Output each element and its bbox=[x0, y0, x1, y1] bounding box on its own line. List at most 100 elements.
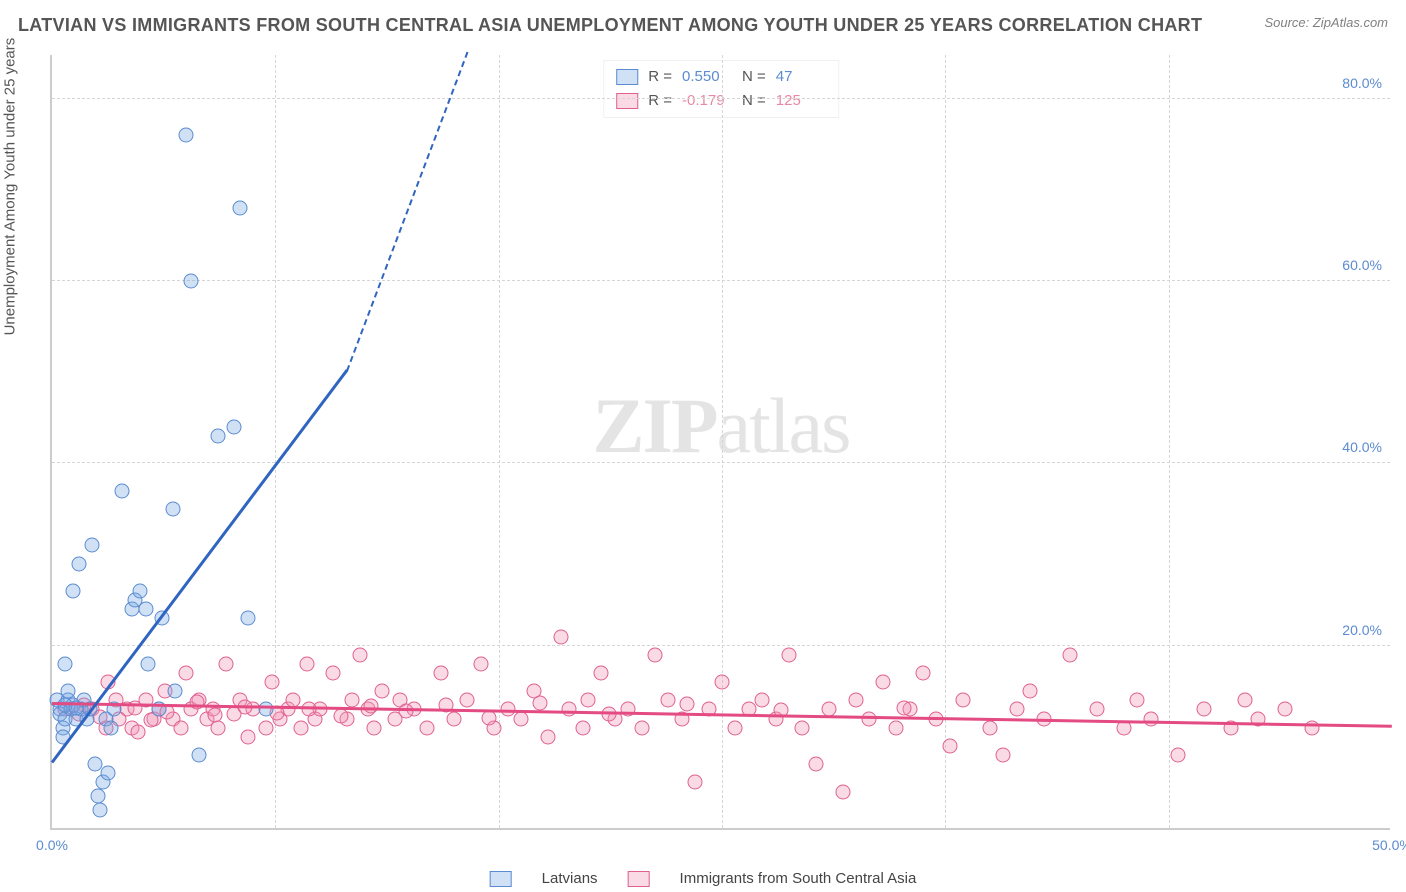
n-value-immigrants: 125 bbox=[776, 89, 826, 113]
point-immigrants bbox=[208, 707, 223, 722]
point-latvians bbox=[87, 757, 102, 772]
point-latvians bbox=[179, 128, 194, 143]
y-axis-label: Unemployment Among Youth under 25 years bbox=[2, 38, 19, 336]
point-immigrants bbox=[875, 675, 890, 690]
point-latvians bbox=[240, 611, 255, 626]
point-immigrants bbox=[956, 693, 971, 708]
point-immigrants bbox=[996, 748, 1011, 763]
point-latvians bbox=[232, 201, 247, 216]
chart-container: LATVIAN VS IMMIGRANTS FROM SOUTH CENTRAL… bbox=[0, 0, 1406, 892]
n-value-latvians: 47 bbox=[776, 65, 826, 89]
point-immigrants bbox=[211, 720, 226, 735]
point-immigrants bbox=[240, 729, 255, 744]
point-latvians bbox=[101, 766, 116, 781]
point-immigrants bbox=[916, 666, 931, 681]
point-latvians bbox=[90, 789, 105, 804]
legend-row-immigrants: R = -0.179 N = 125 bbox=[616, 89, 826, 113]
point-immigrants bbox=[294, 720, 309, 735]
point-immigrants bbox=[1090, 702, 1105, 717]
point-immigrants bbox=[562, 702, 577, 717]
point-latvians bbox=[259, 702, 274, 717]
point-immigrants bbox=[594, 666, 609, 681]
point-immigrants bbox=[680, 697, 695, 712]
point-immigrants bbox=[728, 720, 743, 735]
swatch-latvians bbox=[616, 69, 638, 85]
y-tick: 80.0% bbox=[1322, 75, 1382, 91]
point-immigrants bbox=[179, 666, 194, 681]
header: LATVIAN VS IMMIGRANTS FROM SOUTH CENTRAL… bbox=[18, 15, 1388, 36]
point-latvians bbox=[192, 748, 207, 763]
x-tick: 50.0% bbox=[1372, 837, 1406, 853]
point-immigrants bbox=[1023, 684, 1038, 699]
point-immigrants bbox=[259, 720, 274, 735]
point-immigrants bbox=[581, 693, 596, 708]
point-immigrants bbox=[420, 720, 435, 735]
series-legend: Latvians Immigrants from South Central A… bbox=[490, 870, 917, 887]
point-latvians bbox=[138, 602, 153, 617]
point-immigrants bbox=[447, 711, 462, 726]
point-latvians bbox=[168, 684, 183, 699]
point-immigrants bbox=[648, 647, 663, 662]
plot-area: ZIPatlas R = 0.550 N = 47 R = -0.179 N =… bbox=[50, 55, 1390, 830]
point-immigrants bbox=[795, 720, 810, 735]
point-latvians bbox=[227, 419, 242, 434]
point-immigrants bbox=[130, 725, 145, 740]
regression-line-latvians-dash bbox=[346, 52, 468, 372]
point-immigrants bbox=[688, 775, 703, 790]
point-latvians bbox=[66, 583, 81, 598]
point-immigrants bbox=[554, 629, 569, 644]
point-immigrants bbox=[715, 675, 730, 690]
legend-row-latvians: R = 0.550 N = 47 bbox=[616, 65, 826, 89]
point-latvians bbox=[114, 483, 129, 498]
point-immigrants bbox=[460, 693, 475, 708]
point-immigrants bbox=[575, 720, 590, 735]
point-immigrants bbox=[173, 720, 188, 735]
point-immigrants bbox=[1277, 702, 1292, 717]
point-latvians bbox=[141, 656, 156, 671]
y-tick: 40.0% bbox=[1322, 439, 1382, 455]
point-latvians bbox=[93, 802, 108, 817]
point-immigrants bbox=[532, 696, 547, 711]
point-immigrants bbox=[473, 656, 488, 671]
point-immigrants bbox=[1237, 693, 1252, 708]
source-label: Source: ZipAtlas.com bbox=[1264, 15, 1388, 30]
point-immigrants bbox=[1143, 711, 1158, 726]
swatch-latvians-bottom bbox=[490, 871, 512, 887]
point-immigrants bbox=[433, 666, 448, 681]
point-immigrants bbox=[897, 700, 912, 715]
point-immigrants bbox=[334, 708, 349, 723]
swatch-immigrants bbox=[616, 93, 638, 109]
point-immigrants bbox=[363, 698, 378, 713]
point-immigrants bbox=[514, 711, 529, 726]
label-immigrants: Immigrants from South Central Asia bbox=[680, 870, 917, 887]
point-immigrants bbox=[1009, 702, 1024, 717]
point-immigrants bbox=[1130, 693, 1145, 708]
point-immigrants bbox=[366, 720, 381, 735]
point-immigrants bbox=[374, 684, 389, 699]
point-immigrants bbox=[808, 757, 823, 772]
r-value-immigrants: -0.179 bbox=[682, 89, 732, 113]
point-immigrants bbox=[1197, 702, 1212, 717]
swatch-immigrants-bottom bbox=[628, 871, 650, 887]
point-immigrants bbox=[782, 647, 797, 662]
point-immigrants bbox=[353, 647, 368, 662]
y-tick: 20.0% bbox=[1322, 622, 1382, 638]
chart-title: LATVIAN VS IMMIGRANTS FROM SOUTH CENTRAL… bbox=[18, 15, 1202, 36]
x-tick: 0.0% bbox=[36, 837, 68, 853]
point-immigrants bbox=[849, 693, 864, 708]
point-latvians bbox=[184, 273, 199, 288]
watermark: ZIPatlas bbox=[593, 381, 850, 471]
point-immigrants bbox=[398, 704, 413, 719]
point-immigrants bbox=[299, 656, 314, 671]
point-immigrants bbox=[345, 693, 360, 708]
point-immigrants bbox=[661, 693, 676, 708]
point-immigrants bbox=[219, 656, 234, 671]
point-latvians bbox=[165, 501, 180, 516]
point-latvians bbox=[58, 656, 73, 671]
point-immigrants bbox=[634, 720, 649, 735]
point-immigrants bbox=[983, 720, 998, 735]
point-immigrants bbox=[835, 784, 850, 799]
point-latvians bbox=[71, 556, 86, 571]
point-latvians bbox=[211, 428, 226, 443]
point-immigrants bbox=[755, 693, 770, 708]
